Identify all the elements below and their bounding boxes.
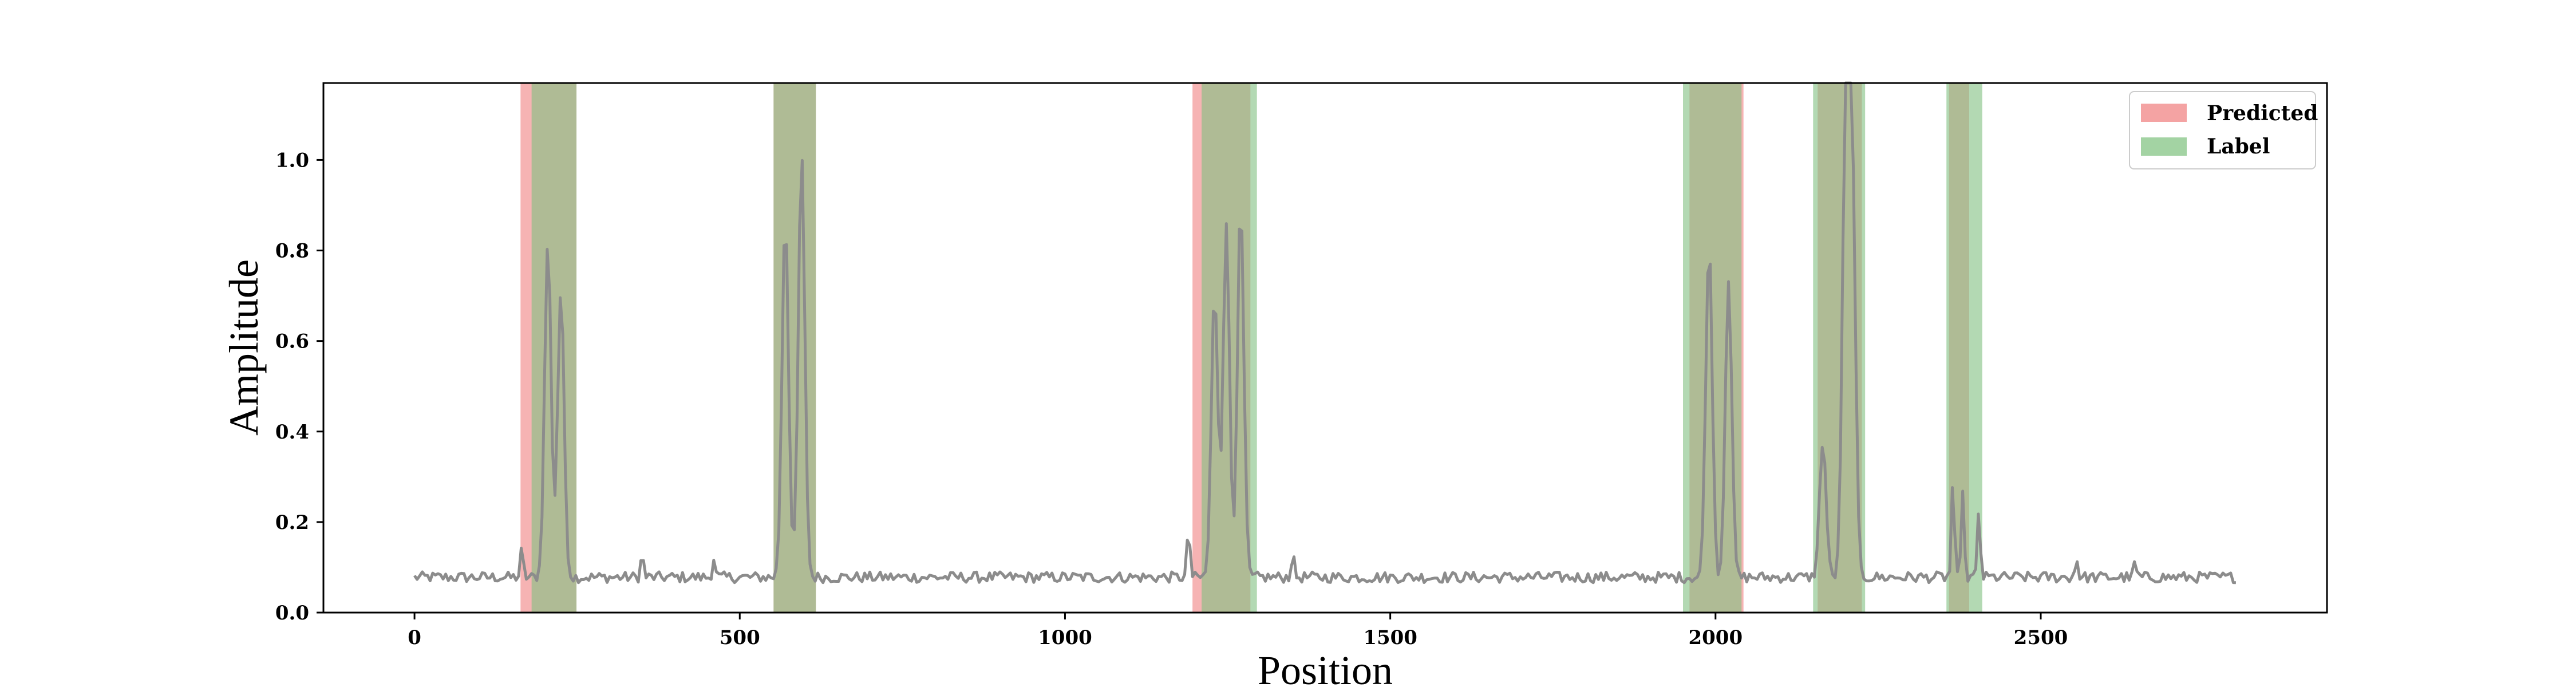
y-tick-label-2: 0.4 [275,421,309,444]
legend-swatch-label [2141,137,2187,156]
label-region-0 [531,83,577,613]
x-tick-label-0: 0 [408,626,421,649]
x-axis: 0 500 1000 1500 2000 2500 [408,613,2068,649]
x-tick-label-1: 500 [720,626,760,649]
x-tick-label-5: 2500 [2014,626,2068,649]
x-axis-title: Position [1258,647,1393,687]
x-tick-label-3: 1500 [1363,626,1417,649]
legend-swatch-predicted [2141,104,2187,122]
plot-frame [322,82,2328,614]
legend: Predicted Label [2129,91,2318,169]
amplitude-series-line [413,81,2237,585]
y-axis-title: Amplitude [221,259,267,436]
regions-layer [520,83,1982,613]
x-tick-label-4: 2000 [1688,626,1743,649]
legend-label-label: Label [2207,135,2270,159]
series-layer [413,81,2237,585]
y-tick-label-1: 0.2 [275,511,309,534]
y-tick-label-3: 0.6 [275,330,309,353]
y-tick-label-0: 0.0 [275,602,309,625]
legend-label-predicted: Predicted [2207,101,2318,125]
x-tick-label-2: 1000 [1038,626,1092,649]
y-axis: 0.0 0.2 0.4 0.6 0.8 1.0 [275,149,323,625]
y-tick-label-5: 1.0 [275,149,309,172]
y-tick-label-4: 0.8 [275,240,309,263]
